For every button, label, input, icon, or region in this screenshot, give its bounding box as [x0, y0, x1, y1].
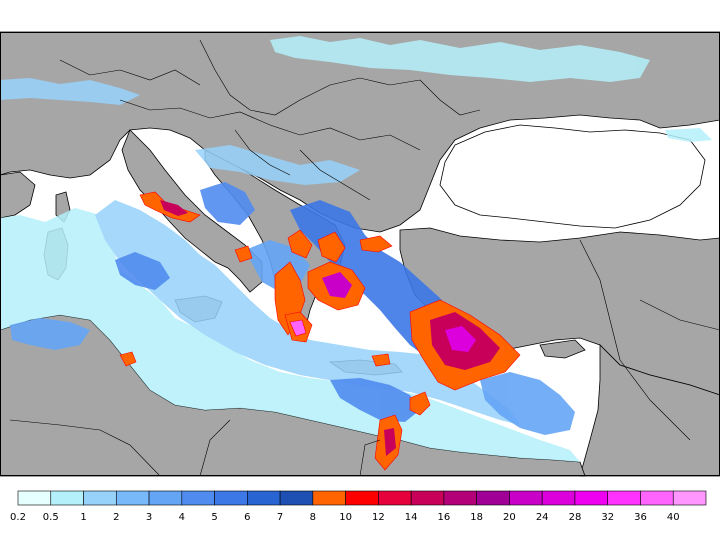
legend-tick-label: 36 — [634, 512, 647, 523]
legend-tick-label: 7 — [277, 512, 283, 523]
country-borders — [9, 39, 720, 477]
land-cyprus — [539, 339, 586, 359]
legend-swatch — [574, 490, 609, 506]
legend-tick-label: 1 — [80, 512, 86, 523]
legend-tick-label: 8 — [310, 512, 316, 523]
legend-swatch — [312, 490, 346, 506]
map-frame — [0, 31, 720, 477]
legend-swatch — [509, 490, 543, 506]
legend-swatch — [476, 490, 510, 506]
legend-tick-label: 24 — [536, 512, 549, 523]
legend-swatch — [672, 490, 707, 506]
land-levant — [579, 344, 720, 477]
legend-swatch — [279, 490, 314, 506]
legend-tick-label: 40 — [667, 512, 680, 523]
land-spain-corner — [0, 171, 36, 219]
legend-tick-label: 2 — [113, 512, 119, 523]
legend-swatch — [640, 490, 674, 506]
legend-swatch — [247, 490, 281, 506]
legend-tick-label: 10 — [339, 512, 352, 523]
precipitation-legend: 0.2 0.5 1 2 3 4 5 6 7 8 10 12 14 16 18 20 24 28 32 36 40 — [10, 490, 707, 523]
legend-swatch — [410, 490, 445, 506]
legend-swatch — [148, 490, 183, 506]
legend-swatch — [50, 490, 84, 506]
legend-tick-label: 32 — [601, 512, 614, 523]
legend-tick-label: 0.5 — [43, 512, 59, 523]
precip-heavy — [119, 191, 521, 471]
legend-swatch — [443, 490, 477, 506]
legend-swatch — [17, 490, 52, 506]
precip-light — [0, 36, 712, 462]
legend-tick-label: 4 — [179, 512, 185, 523]
legend-tick-label: 12 — [372, 512, 385, 523]
legend-swatch — [607, 490, 641, 506]
legend-tick-label: 28 — [569, 512, 582, 523]
legend-tick-label: 16 — [438, 512, 451, 523]
legend-swatch — [378, 490, 412, 506]
legend-tick-label: 0.2 — [10, 512, 26, 523]
legend-tick-label: 14 — [405, 512, 418, 523]
black-sea — [439, 124, 706, 229]
legend-swatch — [541, 490, 576, 506]
legend-swatch — [214, 490, 248, 506]
legend-tick-label: 6 — [244, 512, 250, 523]
legend-tick-label: 5 — [211, 512, 217, 523]
legend-swatch — [181, 490, 215, 506]
legend-tick-label: 3 — [146, 512, 152, 523]
legend-tick-label: 18 — [470, 512, 483, 523]
legend-tick-label: 20 — [503, 512, 516, 523]
legend-swatch — [345, 490, 379, 506]
legend-swatch — [83, 490, 117, 506]
legend-swatch — [115, 490, 150, 506]
